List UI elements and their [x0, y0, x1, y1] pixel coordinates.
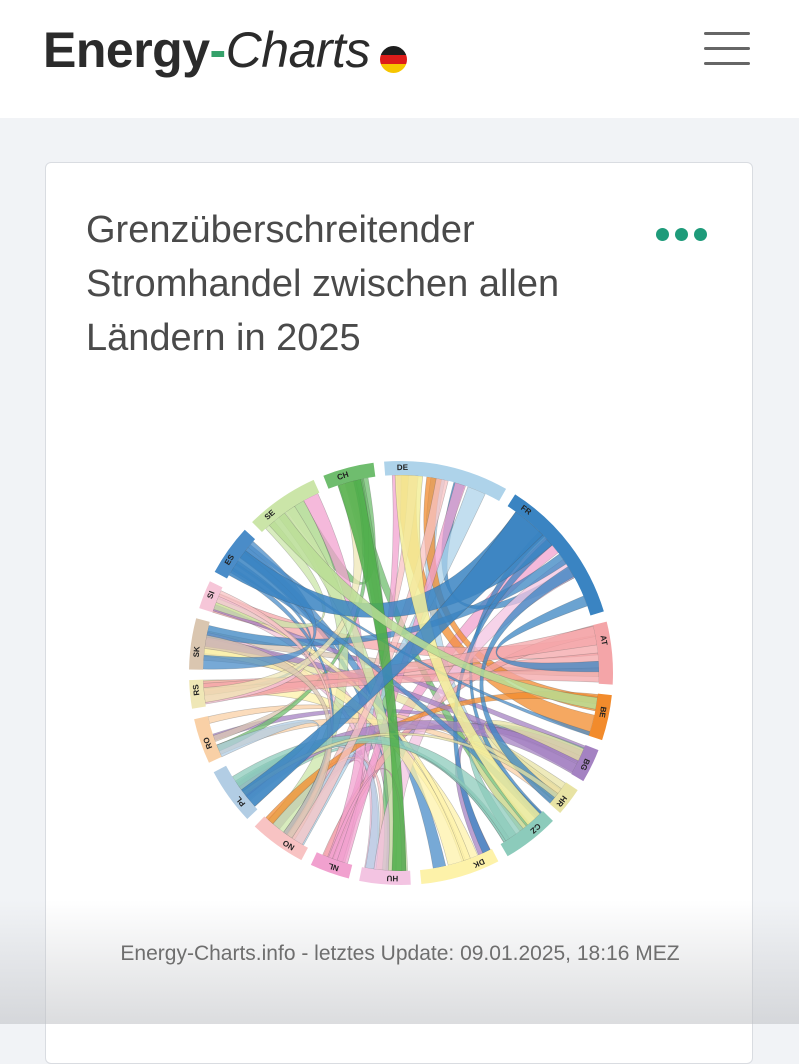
energy-charts-logo[interactable]: Energy-Charts [43, 22, 370, 78]
country-arc-no[interactable] [254, 816, 308, 861]
chord-ribbons [202, 474, 600, 872]
chord-ribbon [337, 478, 407, 872]
logo-text-dash: - [209, 22, 227, 78]
country-label-ro: RO [201, 736, 214, 750]
country-label-be: BE [597, 706, 608, 719]
country-arc-at[interactable] [593, 621, 613, 685]
country-arc-dk[interactable] [420, 848, 499, 885]
country-arc-hu[interactable] [359, 867, 411, 885]
country-arc-ch[interactable] [323, 462, 376, 489]
country-arc-cz[interactable] [500, 811, 553, 857]
country-arc-es[interactable] [214, 529, 256, 579]
country-label-at: AT [598, 634, 609, 646]
logo-text-energy: Energy [43, 22, 210, 78]
country-arc-be[interactable] [588, 693, 612, 741]
country-arc-de[interactable] [384, 461, 507, 502]
country-arc-rs[interactable] [189, 679, 206, 709]
update-footer: Energy-Charts.info - letztes Update: 09.… [120, 942, 680, 965]
country-label-si: SI [205, 590, 216, 600]
chord-ribbon [495, 595, 600, 673]
country-arc-nl[interactable] [310, 852, 353, 879]
germany-flag-icon [380, 46, 407, 73]
more-options-icon[interactable] [656, 223, 708, 243]
country-label-ch: CH [336, 470, 350, 482]
top-bar: Energy-Charts [0, 0, 799, 118]
country-label-rs: RS [191, 683, 201, 696]
country-arc-si[interactable] [199, 581, 223, 613]
country-arc-fr[interactable] [507, 494, 604, 616]
country-arc-ro[interactable] [194, 716, 222, 763]
country-label-dk: DK [472, 857, 486, 870]
chart-title: Grenzüberschreitender Stromhandel zwisch… [86, 209, 560, 359]
hamburger-menu-icon[interactable] [704, 32, 750, 66]
country-label-nl: NL [327, 861, 340, 873]
chart-card: Grenzüberschreitender Stromhandel zwisch… [45, 162, 753, 1064]
country-arc-pl[interactable] [213, 765, 258, 819]
logo-text-charts: Charts [225, 22, 371, 78]
country-label-hu: HU [386, 874, 398, 883]
country-arc-bg[interactable] [571, 745, 599, 782]
country-arc-sk[interactable] [189, 618, 210, 670]
country-arc-hr[interactable] [549, 782, 578, 814]
country-label-sk: SK [192, 646, 202, 658]
country-label-de: DE [397, 463, 409, 472]
country-arc-se[interactable] [252, 479, 320, 533]
